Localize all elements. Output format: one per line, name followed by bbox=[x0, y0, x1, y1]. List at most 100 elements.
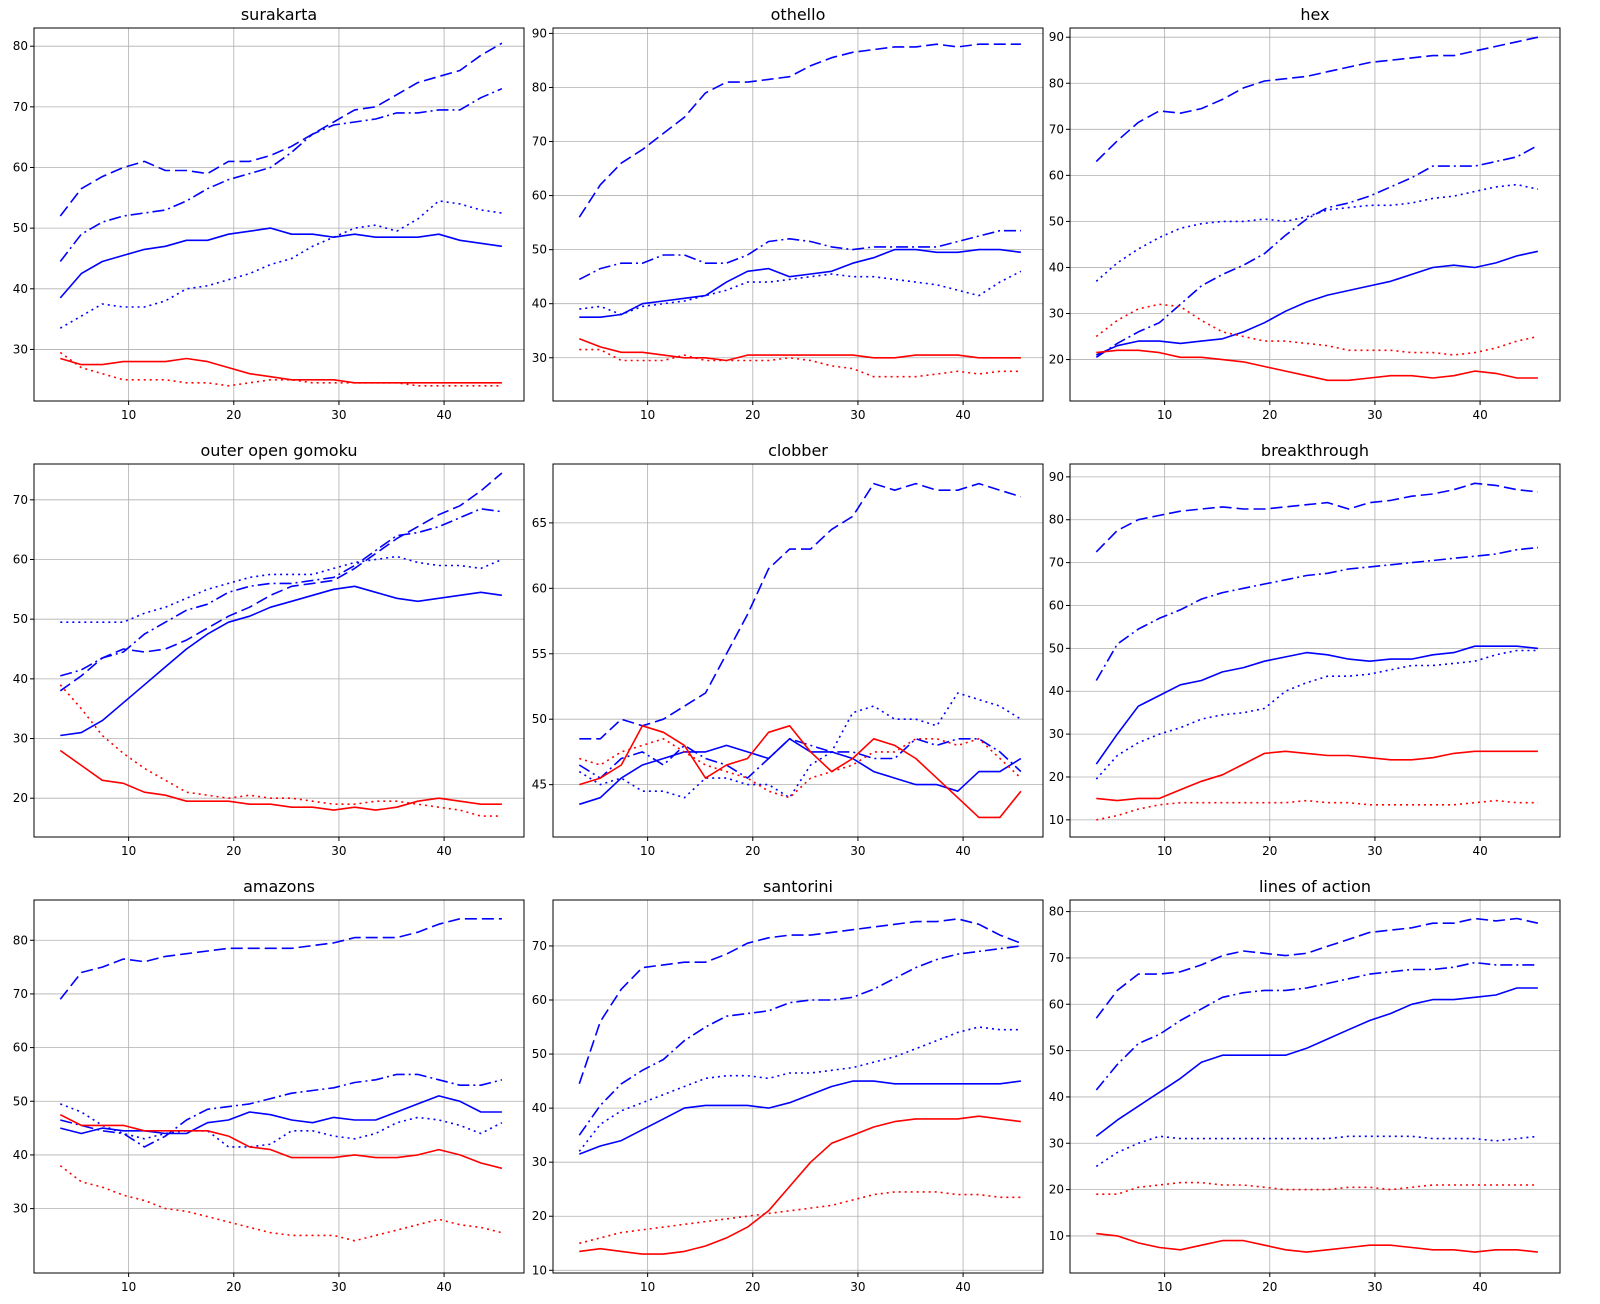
chart-title: amazons bbox=[243, 877, 315, 896]
chart-breakthrough: breakthrough 10 20 30 40 10 20 30 40 50 60 70 80 90 bbox=[1049, 441, 1561, 858]
series-line-blue-dashdot bbox=[60, 507, 503, 677]
chart-lines-of-action: lines of action 10 20 30 40 10 20 30 40 50 60 70 80 bbox=[1049, 877, 1561, 1294]
series-line-blue-dashed bbox=[1095, 917, 1539, 1019]
series-line-blue-dotted bbox=[1095, 649, 1538, 780]
y-tick-label: 20 bbox=[532, 1209, 547, 1223]
y-tick-label: 60 bbox=[532, 189, 547, 203]
x-tick-label: 10 bbox=[121, 1280, 136, 1294]
y-tick-label: 80 bbox=[1049, 905, 1064, 919]
y-tick-label: 30 bbox=[1049, 727, 1064, 741]
series-line-blue-solid bbox=[59, 227, 503, 299]
chart-title: outer open gomoku bbox=[201, 441, 358, 460]
y-tick-label: 40 bbox=[13, 282, 28, 296]
chart-santorini: santorini 10 20 30 40 10 20 30 40 50 60 70 bbox=[532, 877, 1044, 1294]
series-line-blue-dashdot bbox=[578, 229, 1021, 281]
y-tick-label: 60 bbox=[13, 1041, 28, 1055]
y-tick-label: 60 bbox=[532, 993, 547, 1007]
y-tick-label: 70 bbox=[1049, 122, 1064, 136]
x-tick-label: 30 bbox=[1367, 408, 1382, 422]
y-tick-label: 40 bbox=[13, 1148, 28, 1162]
y-tick-label: 40 bbox=[1049, 260, 1064, 274]
series-line-blue-dashdot bbox=[1095, 961, 1538, 1091]
series-line-red-solid bbox=[1096, 349, 1538, 382]
y-tick-label: 90 bbox=[532, 26, 547, 40]
y-tick-label: 70 bbox=[13, 987, 28, 1001]
y-tick-label: 45 bbox=[532, 778, 547, 792]
y-tick-label: 20 bbox=[13, 791, 28, 805]
y-tick-label: 60 bbox=[532, 581, 547, 595]
series-line-blue-dotted bbox=[578, 1026, 1021, 1152]
series-line-red-dotted bbox=[59, 1165, 503, 1242]
y-tick-label: 30 bbox=[532, 1155, 547, 1169]
series-line-blue-solid bbox=[579, 248, 1022, 319]
chart-title: surakarta bbox=[241, 5, 317, 24]
series-line-blue-dashdot bbox=[578, 945, 1022, 1136]
chart-title: clobber bbox=[768, 441, 828, 460]
x-tick-label: 20 bbox=[226, 844, 241, 858]
x-tick-label: 20 bbox=[1262, 1280, 1277, 1294]
y-tick-label: 10 bbox=[1049, 1229, 1064, 1243]
x-tick-label: 40 bbox=[436, 844, 451, 858]
y-tick-label: 80 bbox=[13, 933, 28, 947]
y-tick-label: 50 bbox=[1049, 641, 1064, 655]
series-line-blue-solid bbox=[1095, 645, 1538, 765]
y-tick-label: 20 bbox=[1049, 353, 1064, 367]
x-tick-label: 40 bbox=[1472, 844, 1487, 858]
y-tick-label: 10 bbox=[532, 1263, 547, 1277]
series-line-red-solid bbox=[60, 357, 502, 384]
x-tick-label: 40 bbox=[436, 408, 451, 422]
series-line-red-solid bbox=[59, 749, 502, 811]
x-tick-label: 10 bbox=[640, 1280, 655, 1294]
plot-frame bbox=[552, 27, 1044, 402]
y-tick-label: 50 bbox=[13, 1094, 28, 1108]
y-tick-label: 65 bbox=[532, 516, 547, 530]
series-line-red-dotted bbox=[1095, 303, 1539, 356]
series-line-red-solid bbox=[59, 1113, 503, 1170]
chart-outer-open-gomoku: outer open gomoku 10 20 30 40 20 30 40 50 60 70 bbox=[13, 441, 525, 858]
series-line-red-dotted bbox=[59, 351, 502, 387]
x-tick-label: 40 bbox=[955, 1280, 970, 1294]
x-tick-label: 10 bbox=[1157, 1280, 1172, 1294]
series-line-red-dotted bbox=[579, 737, 1022, 799]
series-line-red-solid bbox=[579, 724, 1022, 819]
series-line-red-solid bbox=[1096, 1232, 1538, 1253]
plot-frame bbox=[1069, 27, 1561, 402]
series-line-blue-solid bbox=[1095, 250, 1539, 356]
chart-othello: othello 10 20 30 40 30 40 50 60 70 80 90 bbox=[532, 5, 1044, 422]
x-tick-label: 40 bbox=[436, 1280, 451, 1294]
y-tick-label: 60 bbox=[13, 552, 28, 566]
series-line-blue-solid bbox=[60, 1095, 502, 1135]
y-tick-label: 80 bbox=[13, 39, 28, 53]
x-tick-label: 30 bbox=[331, 408, 346, 422]
x-tick-label: 30 bbox=[850, 1280, 865, 1294]
plot-frame bbox=[552, 463, 1044, 838]
series-line-red-solid bbox=[579, 338, 1021, 362]
y-tick-label: 10 bbox=[1049, 813, 1064, 827]
series-line-red-dotted bbox=[59, 684, 502, 817]
y-tick-label: 80 bbox=[1049, 513, 1064, 527]
series-line-red-dotted bbox=[1096, 1181, 1538, 1195]
y-tick-label: 50 bbox=[1049, 1044, 1064, 1058]
x-tick-label: 20 bbox=[1262, 408, 1277, 422]
y-tick-label: 60 bbox=[1049, 168, 1064, 182]
series-line-blue-dotted bbox=[59, 200, 503, 329]
plot-frame bbox=[1069, 899, 1561, 1274]
series-line-red-solid bbox=[1096, 750, 1538, 802]
plot-frame bbox=[33, 463, 525, 838]
x-tick-label: 30 bbox=[850, 844, 865, 858]
series-line-blue-dashdot bbox=[1095, 546, 1538, 681]
chart-title: santorini bbox=[763, 877, 833, 896]
series-line-blue-dashdot bbox=[59, 87, 503, 262]
y-tick-label: 90 bbox=[1049, 30, 1064, 44]
series-line-blue-dashed bbox=[1095, 36, 1539, 163]
y-tick-label: 55 bbox=[532, 647, 547, 661]
series-line-red-dotted bbox=[1096, 799, 1538, 821]
plot-frame bbox=[33, 899, 525, 1274]
series-line-blue-dashdot bbox=[1095, 144, 1539, 358]
chart-hex: hex 10 20 30 40 20 30 40 50 60 70 80 90 bbox=[1049, 5, 1561, 422]
x-tick-label: 30 bbox=[331, 844, 346, 858]
x-tick-label: 40 bbox=[1472, 408, 1487, 422]
x-tick-label: 10 bbox=[1157, 408, 1172, 422]
x-tick-label: 30 bbox=[850, 408, 865, 422]
x-tick-label: 30 bbox=[1367, 844, 1382, 858]
